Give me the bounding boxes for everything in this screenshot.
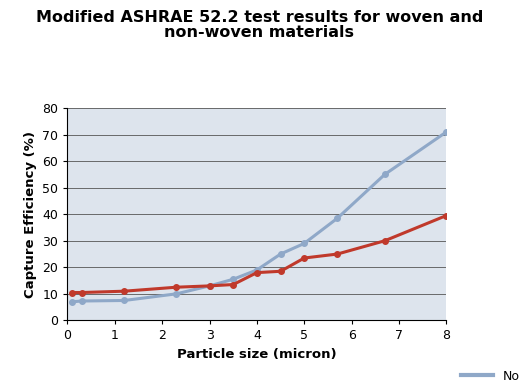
Woven	[301, 256, 307, 260]
Woven	[173, 285, 180, 290]
Woven	[278, 269, 284, 274]
Text: Modified ASHRAE 52.2 test results for woven and: Modified ASHRAE 52.2 test results for wo…	[36, 10, 483, 25]
Y-axis label: Capture Efficiency (%): Capture Efficiency (%)	[24, 131, 37, 298]
Woven	[207, 284, 213, 288]
Non-woven	[121, 298, 128, 303]
Woven	[381, 239, 388, 243]
Non-woven	[69, 300, 75, 304]
Non-woven	[173, 291, 180, 296]
Non-woven	[207, 284, 213, 288]
Line: Non-woven: Non-woven	[70, 129, 449, 305]
Text: non-woven materials: non-woven materials	[165, 25, 354, 40]
Non-woven	[278, 252, 284, 256]
Non-woven	[381, 172, 388, 177]
Woven	[121, 289, 128, 293]
Non-woven	[78, 299, 85, 303]
Non-woven	[230, 277, 236, 281]
Woven	[78, 290, 85, 295]
Woven	[69, 290, 75, 295]
Non-woven	[301, 241, 307, 246]
Woven	[443, 213, 449, 218]
Legend: Non-woven, Woven: Non-woven, Woven	[456, 365, 519, 386]
Non-woven	[443, 130, 449, 134]
Woven	[334, 252, 340, 256]
Non-woven	[334, 216, 340, 220]
Woven	[230, 282, 236, 287]
X-axis label: Particle size (micron): Particle size (micron)	[177, 348, 337, 361]
Woven	[254, 270, 260, 275]
Non-woven	[254, 267, 260, 272]
Line: Woven: Woven	[70, 213, 449, 295]
